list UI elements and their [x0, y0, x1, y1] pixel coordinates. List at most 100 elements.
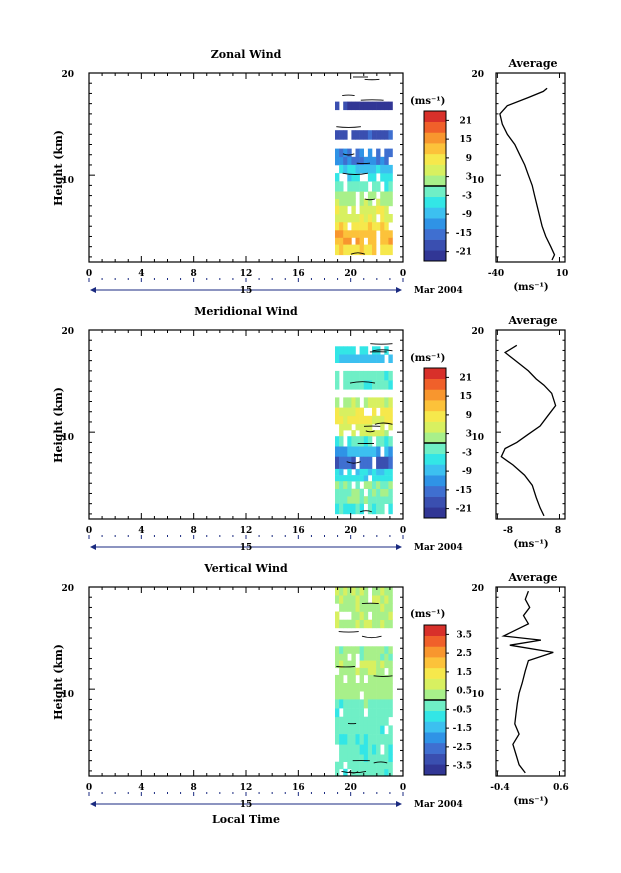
- heatmap-cell: [335, 481, 340, 489]
- heatmap-cell: [339, 346, 344, 355]
- heatmap-cell: [367, 446, 373, 457]
- heatmap-cell: [367, 130, 373, 140]
- colorbar-swatch: [424, 132, 446, 144]
- heatmap-cell: [380, 734, 385, 745]
- heatmap-cell: [347, 198, 352, 207]
- heatmap-cell: [351, 370, 356, 381]
- heatmap-cell: [388, 761, 393, 770]
- heatmap-cell: [380, 436, 385, 447]
- heatmap-cell: [372, 744, 377, 755]
- heatmap-cell: [363, 587, 369, 596]
- heatmap-cell: [372, 674, 377, 684]
- heatmap-cell: [339, 691, 344, 700]
- heatmap-cell: [339, 205, 344, 215]
- heatmap-cell: [367, 244, 373, 256]
- heatmap-cell: [351, 761, 356, 770]
- heatmap-cell: [363, 603, 369, 612]
- heatmap-cell: [372, 646, 377, 654]
- zero-contour-segment: [342, 153, 355, 156]
- heatmap-cell: [339, 181, 344, 192]
- time-tick-label: 4: [138, 269, 144, 279]
- date-mid-label: 15: [240, 543, 253, 553]
- colorbar-swatch: [424, 453, 446, 465]
- heatmap-cell: [372, 468, 377, 476]
- heatmap-cell: [355, 481, 360, 489]
- heatmap-cell: [367, 503, 373, 515]
- heatmap-cell: [359, 244, 364, 256]
- heatmap-cell: [380, 214, 385, 223]
- heatmap-cell: [384, 716, 389, 726]
- heatmap-cell: [335, 214, 340, 223]
- heatmap-cell: [384, 346, 389, 355]
- heatmap-cell: [347, 734, 352, 745]
- heatmap-cell: [335, 156, 340, 166]
- y-axis-label: Height (km): [52, 387, 65, 463]
- heatmap-cell: [388, 754, 393, 762]
- heatmap-cell: [384, 436, 389, 447]
- heatmap-cell: [335, 101, 340, 111]
- heatmap-cell: [355, 754, 360, 762]
- average-height-tick: 10: [471, 176, 484, 186]
- heatmap-cell: [384, 430, 389, 437]
- heatmap-cell: [347, 496, 352, 504]
- heatmap-cell: [367, 699, 373, 709]
- heatmap-cell: [363, 595, 369, 604]
- heatmap-cell: [351, 430, 356, 437]
- heatmap-cell: [380, 130, 385, 140]
- heatmap-cell: [363, 496, 369, 504]
- heatmap-cell: [359, 346, 364, 355]
- heatmap-cell: [380, 230, 385, 238]
- heatmap-cell: [388, 198, 393, 207]
- heatmap-cell: [384, 475, 389, 482]
- heatmap-cell: [355, 683, 360, 692]
- heatmap-cell: [343, 156, 348, 166]
- heatmap-cell: [388, 130, 393, 140]
- heatmap-cell: [363, 468, 369, 476]
- heatmap-cell: [363, 214, 369, 223]
- heatmap-cell: [367, 653, 373, 661]
- heatmap-cell: [376, 481, 381, 489]
- heatmap-cell: [347, 488, 352, 497]
- average-x-label: (ms⁻¹): [513, 282, 548, 293]
- heatmap-cell: [384, 205, 389, 215]
- heatmap-cell: [367, 370, 373, 381]
- heatmap-cell: [343, 496, 348, 504]
- average-height-tick: 20: [471, 70, 484, 80]
- heatmap-cell: [351, 683, 356, 692]
- heatmap-cell: [335, 496, 340, 504]
- heatmap-cell: [380, 415, 385, 425]
- heatmap-cell: [376, 430, 381, 437]
- heatmap-cell: [343, 619, 348, 629]
- colorbar-swatch: [424, 443, 446, 455]
- colorbar-swatch: [424, 432, 446, 444]
- time-tick-label: 16: [292, 269, 305, 279]
- zero-contour-segment: [342, 94, 355, 97]
- heatmap-cell: [380, 370, 385, 381]
- heatmap-cell: [376, 603, 381, 612]
- colorbar-swatch: [424, 368, 446, 380]
- colorbar-unit-label: (ms⁻¹): [410, 96, 445, 107]
- heatmap-cell: [347, 191, 352, 199]
- heatmap-cell: [372, 619, 377, 629]
- heatmap-cell: [347, 603, 352, 612]
- colorbar-swatch: [424, 625, 446, 637]
- heatmap-cell: [376, 148, 381, 158]
- heatmap-cell: [359, 430, 364, 437]
- heatmap-cell: [339, 468, 344, 476]
- heatmap-cell: [359, 619, 364, 629]
- heatmap-cell: [359, 148, 364, 158]
- heatmap-cell: [335, 653, 340, 661]
- heatmap-cell: [355, 708, 360, 718]
- heatmap-cell: [384, 734, 389, 745]
- average-frame: [495, 329, 566, 520]
- heatmap-cell: [388, 699, 393, 709]
- heatmap-cell: [388, 164, 393, 174]
- heatmap-cell: [384, 237, 389, 245]
- heatmap-cell: [351, 214, 356, 223]
- heatmap-cell: [372, 691, 377, 700]
- heatmap-cell: [388, 646, 393, 654]
- heatmap-cell: [355, 595, 360, 604]
- colorbar-swatch: [424, 153, 446, 165]
- heatmap-cell: [367, 424, 373, 431]
- heatmap-cell: [355, 646, 360, 654]
